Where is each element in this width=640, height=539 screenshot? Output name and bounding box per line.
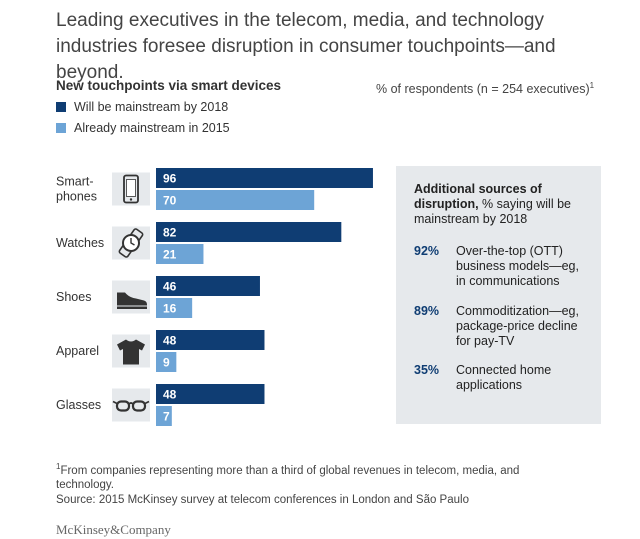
chart-row: Watches 82 21	[56, 222, 342, 264]
bar-value-label: 82	[163, 226, 177, 240]
footnote-text: From companies representing more than a …	[56, 464, 520, 491]
legend-swatch-light	[56, 123, 66, 133]
sidebar-item: 92% Over-the-top (OTT) business models—e…	[414, 244, 594, 289]
chart-title: New touchpoints via smart devices	[56, 78, 282, 93]
legend-label: Will be mainstream by 2018	[74, 100, 229, 114]
sidebar-title: Additional sources of disruption, % sayi…	[414, 182, 589, 227]
chart-row: Glasses 48 7	[56, 384, 265, 426]
bar-2015	[156, 352, 177, 372]
bar-value-label: 70	[163, 194, 177, 208]
sidebar-title-rest: % saying will be mainstream by 2018	[414, 197, 571, 226]
bar-2018	[156, 384, 265, 404]
bar-value-label: 16	[163, 302, 177, 316]
sidebar-item-percent: 35%	[414, 363, 440, 377]
sidebar-item-text: Commoditization—eg, package-price declin…	[456, 304, 579, 348]
category-label: Glasses	[56, 398, 101, 412]
category-label: Apparel	[56, 344, 99, 358]
unit-note-text: % of respondents (n = 254 executives)	[376, 82, 590, 97]
sidebar-panel: Additional sources of disruption, % sayi…	[396, 166, 601, 424]
bar-2015	[156, 190, 315, 210]
footnote-marker: 1	[589, 81, 595, 90]
sidebar-item: 89% Commoditization—eg, package-price de…	[414, 304, 594, 349]
source-note: Source: 2015 McKinsey survey at telecom …	[56, 494, 469, 506]
legend-item-2018: Will be mainstream by 2018	[56, 100, 228, 114]
category-label: Shoes	[56, 290, 91, 304]
footnote-marker: 1	[56, 462, 61, 471]
sidebar-item-percent: 92%	[414, 244, 440, 258]
category-label: Watches	[56, 236, 104, 250]
bar-2015	[156, 244, 204, 264]
bar-2018	[156, 222, 342, 242]
bar-2018	[156, 276, 260, 296]
legend-swatch-dark	[56, 102, 66, 112]
shoe-icon	[112, 280, 150, 314]
bar-value-label: 46	[163, 280, 177, 294]
bar-2018	[156, 168, 373, 188]
smartphone-icon	[112, 172, 150, 206]
bar-value-label: 96	[163, 172, 177, 186]
sidebar-item: 35% Connected home applications	[414, 363, 594, 393]
footnote: 1From companies representing more than a…	[56, 460, 576, 492]
chart-row: Smart-phones 96 70	[56, 168, 373, 210]
category-label: Smart-phones	[56, 175, 97, 204]
sidebar-title-bold: Additional sources of disruption,	[414, 182, 542, 211]
sidebar-item-text: Over-the-top (OTT) business models—eg, i…	[456, 244, 579, 288]
chart-row: Shoes 46 16	[56, 276, 260, 318]
bar-2018	[156, 330, 265, 350]
sidebar-item-percent: 89%	[414, 304, 440, 318]
sidebar-item-text: Connected home applications	[456, 363, 552, 392]
legend-label: Already mainstream in 2015	[74, 121, 230, 135]
bar-value-label: 7	[163, 410, 170, 424]
headline: Leading executives in the telecom, media…	[56, 10, 556, 83]
bar-value-label: 9	[163, 356, 170, 370]
bar-value-label: 48	[163, 388, 177, 402]
bar-chart: Smart-phones 96 70 Watches 82 21 Shoes 46 16 Appa…	[56, 168, 373, 426]
bar-value-label: 48	[163, 334, 177, 348]
chart-row: Apparel 48 9	[56, 330, 265, 372]
watch-icon	[112, 226, 150, 260]
legend-item-2015: Already mainstream in 2015	[56, 121, 230, 135]
brand-logo: McKinsey&Company	[56, 522, 171, 537]
glasses-icon	[112, 388, 150, 422]
bar-2015	[156, 298, 193, 318]
bar-value-label: 21	[163, 248, 177, 262]
unit-note: % of respondents (n = 254 executives)1	[376, 81, 594, 96]
bar-2015	[156, 406, 172, 426]
shirt-icon	[112, 334, 150, 368]
